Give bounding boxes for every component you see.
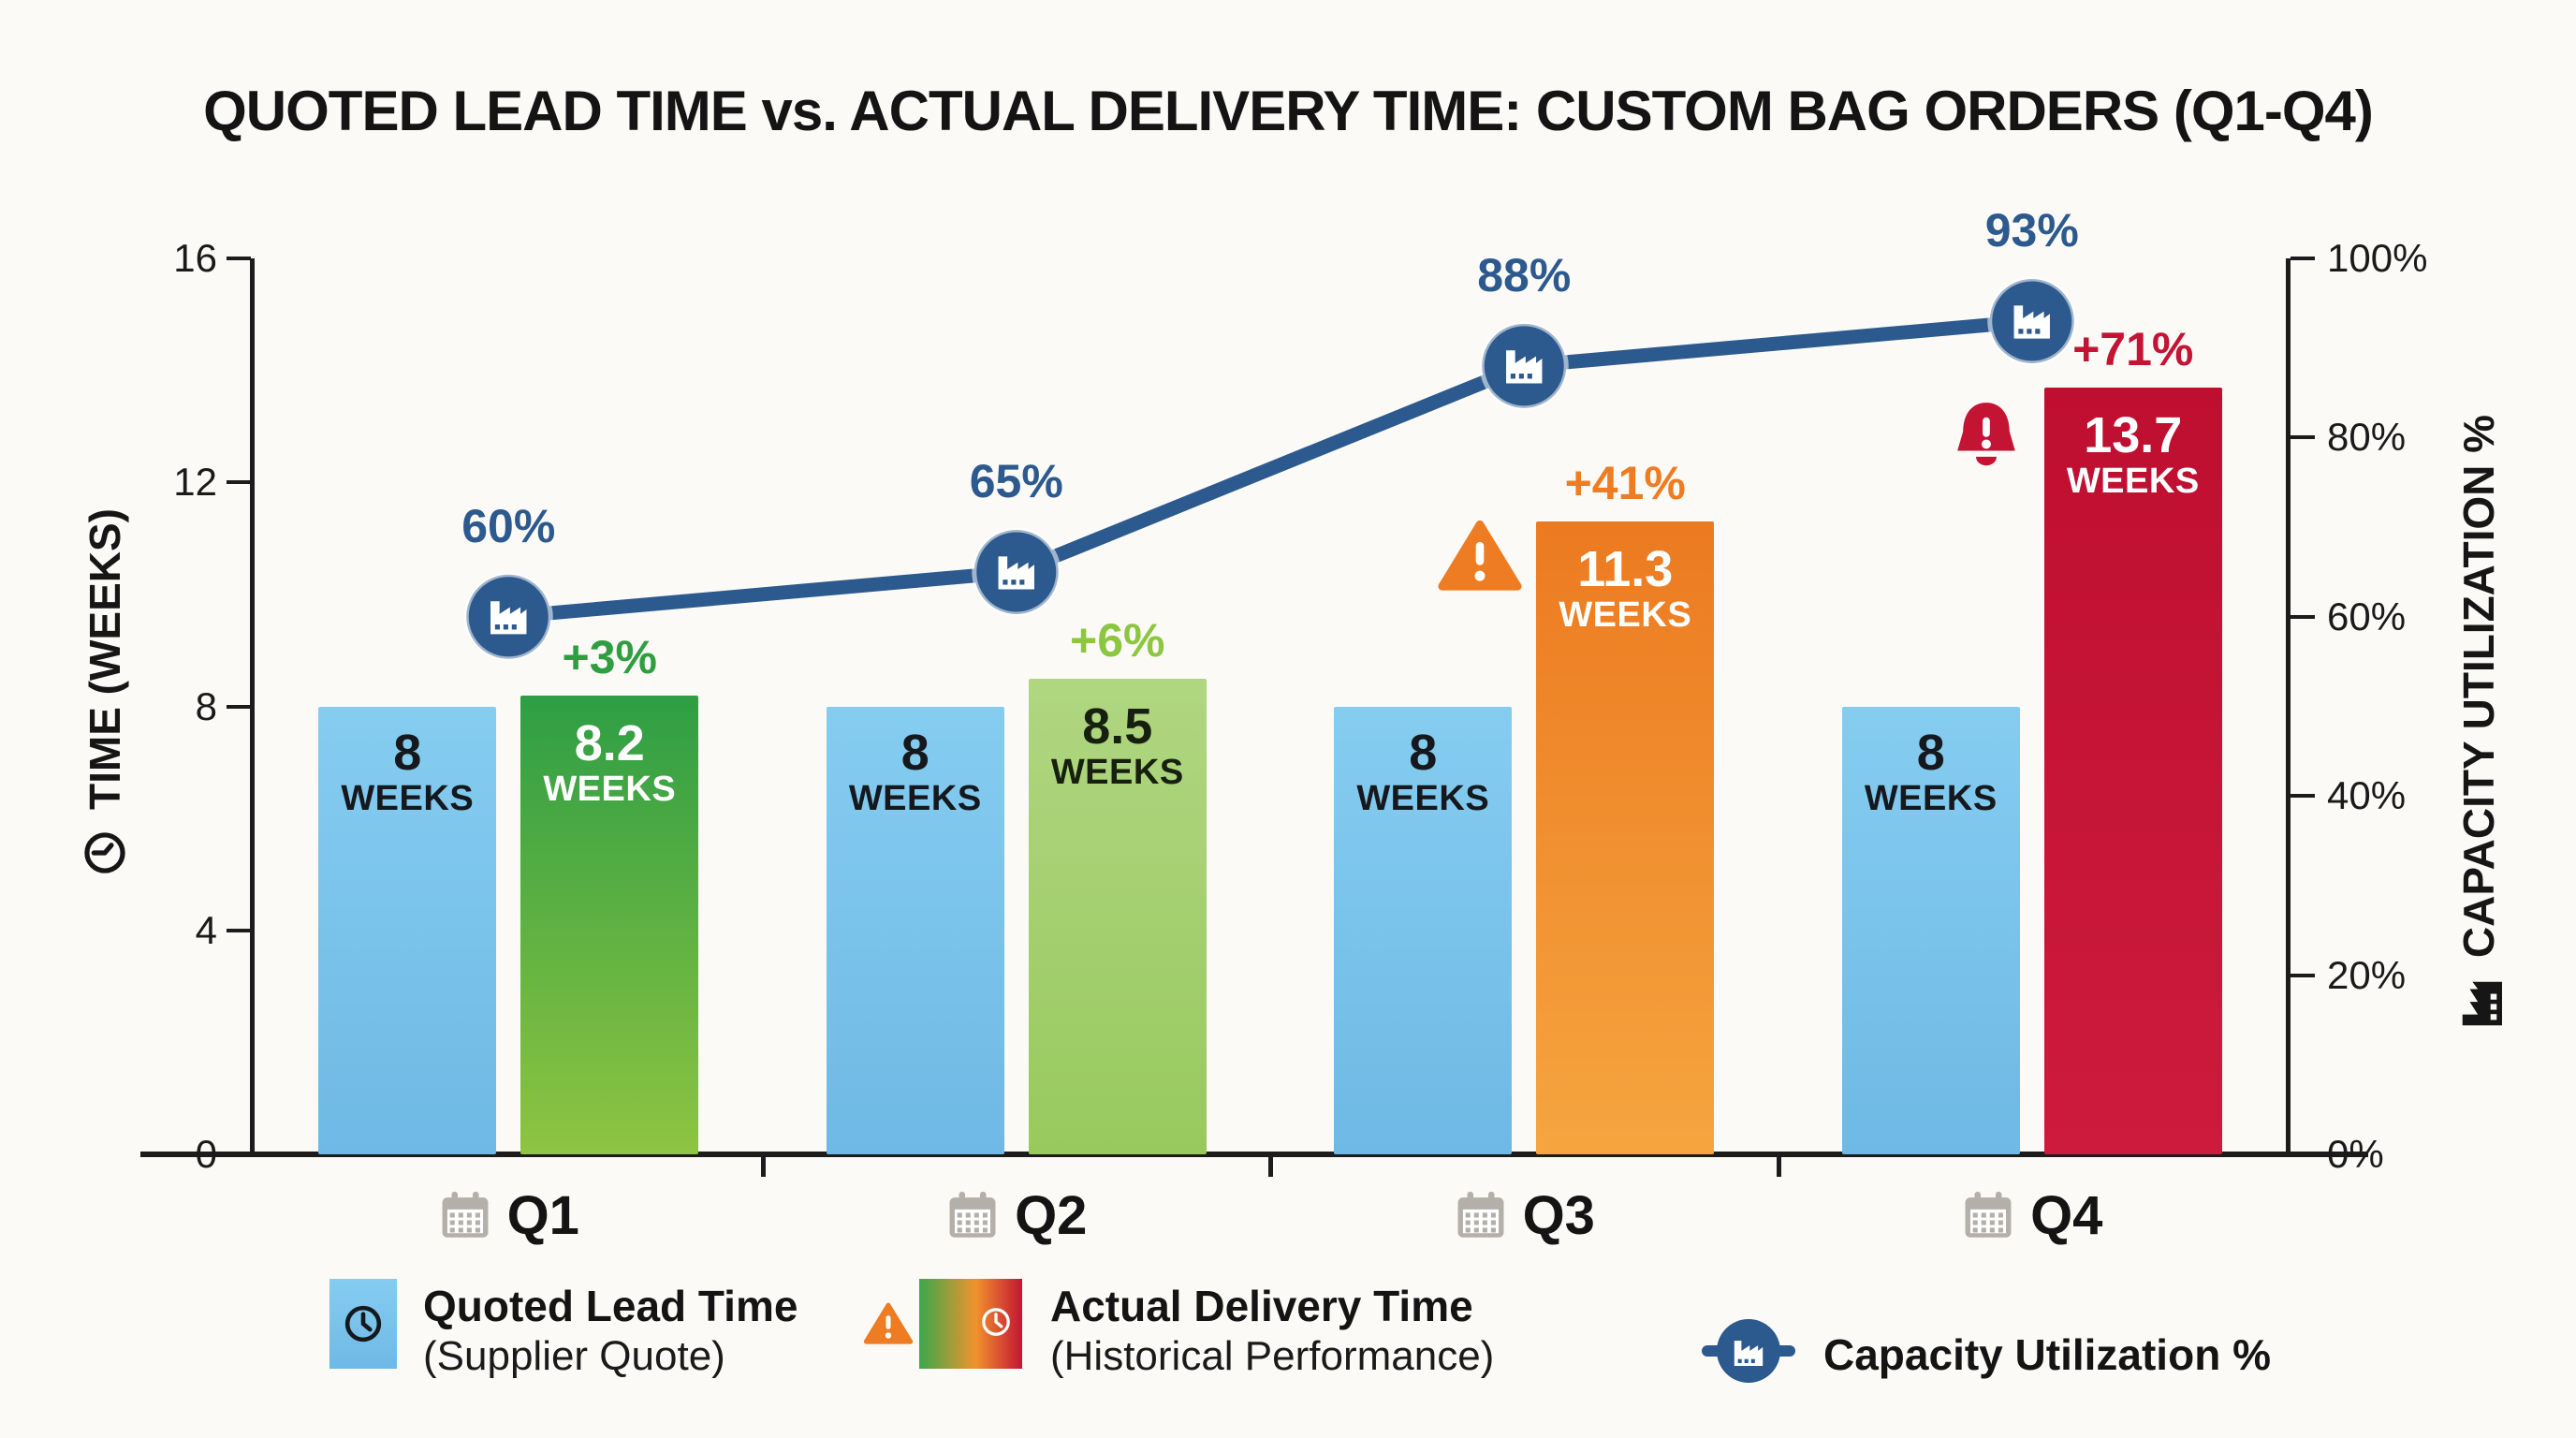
y-axis-right-tick-label: 40% bbox=[2327, 773, 2407, 818]
category-label-text: Q2 bbox=[1015, 1185, 1088, 1246]
clock-icon bbox=[342, 1302, 385, 1345]
y-axis-right-tick-label: 20% bbox=[2327, 952, 2407, 997]
right-axis-title: CAPACITY UTILIZATION % bbox=[2439, 367, 2518, 1078]
calendar-icon bbox=[945, 1190, 1000, 1240]
y-axis-left-tick-label: 0 bbox=[195, 1132, 217, 1176]
y-axis-right-tick-label: 80% bbox=[2327, 415, 2407, 460]
utilization-point-label: 60% bbox=[461, 499, 556, 552]
left-axis-title: TIME (WEEKS) bbox=[67, 431, 142, 955]
y-axis-right-tick-label: 0% bbox=[2327, 1132, 2384, 1176]
y-axis-right-tick-label: 100% bbox=[2327, 236, 2428, 280]
actual-bar-value-label: 13.7 WEEKS bbox=[2066, 406, 2200, 501]
y-axis-left bbox=[250, 258, 255, 1154]
left-axis-title-text: TIME (WEEKS) bbox=[80, 508, 129, 810]
y-axis-left-tick bbox=[227, 480, 251, 485]
legend-quoted-label: Quoted Lead Time (Supplier Quote) bbox=[423, 1281, 798, 1382]
clock-icon bbox=[80, 829, 129, 877]
category-label-text: Q1 bbox=[506, 1185, 579, 1246]
actual-bar bbox=[1028, 678, 1207, 1154]
actual-bar bbox=[520, 695, 699, 1154]
y-axis-right bbox=[2286, 258, 2291, 1154]
category-label: Q2 bbox=[867, 1184, 1166, 1247]
y-axis-left-tick bbox=[227, 257, 251, 260]
legend-utilization-title: Capacity Utilization % bbox=[1823, 1330, 2271, 1379]
legend-quoted-subtitle: (Supplier Quote) bbox=[423, 1333, 725, 1380]
y-axis-right-tick-label: 60% bbox=[2327, 594, 2407, 638]
quoted-bar-value-label: 8 WEEKS bbox=[848, 724, 982, 818]
y-axis-left-tick bbox=[227, 704, 251, 709]
y-axis-right-tick bbox=[2291, 794, 2315, 799]
quoted-bar bbox=[1841, 706, 2020, 1154]
legend-utilization-marker bbox=[1717, 1319, 1780, 1383]
category-label: Q4 bbox=[1882, 1184, 2182, 1247]
x-axis-quarter-tick bbox=[1776, 1154, 1781, 1177]
calendar-icon bbox=[438, 1190, 492, 1240]
actual-bar-value-label: 8.5 WEEKS bbox=[1050, 697, 1184, 792]
legend-actual-subtitle: (Historical Performance) bbox=[1050, 1333, 1495, 1380]
quoted-bar-value-label: 8 WEEKS bbox=[1356, 724, 1490, 818]
chart-title: QUOTED LEAD TIME vs. ACTUAL DELIVERY TIM… bbox=[203, 80, 2374, 142]
legend-actual-swatch bbox=[919, 1279, 1022, 1369]
y-axis-left-tick-label: 8 bbox=[195, 683, 217, 728]
utilization-point-label: 93% bbox=[1984, 203, 2079, 257]
utilization-point-label: 65% bbox=[969, 454, 1063, 507]
y-axis-right-tick bbox=[2291, 257, 2315, 260]
warning-triangle-icon bbox=[863, 1301, 914, 1350]
y-axis-left-tick bbox=[227, 928, 251, 932]
actual-bar bbox=[1536, 521, 1715, 1154]
category-label-text: Q4 bbox=[2030, 1185, 2103, 1246]
warning-triangle-icon bbox=[1437, 518, 1523, 598]
right-axis-title-text: CAPACITY UTILIZATION % bbox=[2454, 414, 2503, 959]
quoted-bar-value-label: 8 WEEKS bbox=[341, 724, 475, 818]
legend-actual-label: Actual Delivery Time (Historical Perform… bbox=[1050, 1281, 1494, 1382]
x-axis-baseline bbox=[140, 1152, 2368, 1157]
legend-utilization-label: Capacity Utilization % bbox=[1823, 1329, 2271, 1381]
category-label: Q1 bbox=[359, 1184, 658, 1247]
legend-quoted-title: Quoted Lead Time bbox=[423, 1282, 798, 1330]
factory-icon bbox=[2455, 976, 2503, 1031]
actual-bar bbox=[2043, 387, 2222, 1154]
actual-delta-label: +6% bbox=[1070, 613, 1165, 667]
calendar-icon bbox=[1454, 1190, 1508, 1240]
y-axis-right-tick bbox=[2291, 614, 2315, 619]
y-axis-right-tick bbox=[2291, 435, 2315, 440]
calendar-icon bbox=[1961, 1190, 2015, 1240]
y-axis-left-tick-label: 12 bbox=[173, 460, 217, 505]
category-label: Q3 bbox=[1374, 1184, 1674, 1247]
utilization-point-label: 88% bbox=[1477, 248, 1572, 301]
actual-delta-label: +41% bbox=[1564, 457, 1686, 510]
quoted-bar bbox=[826, 706, 1004, 1154]
legend-quoted-swatch bbox=[329, 1279, 397, 1369]
actual-bar-value-label: 8.2 WEEKS bbox=[543, 714, 677, 809]
actual-bar-value-label: 11.3 WEEKS bbox=[1559, 541, 1692, 636]
quoted-bar bbox=[1334, 706, 1513, 1154]
quoted-bar-value-label: 8 WEEKS bbox=[1864, 724, 1998, 818]
y-axis-left-tick-label: 16 bbox=[173, 236, 217, 280]
y-axis-right-tick bbox=[2291, 973, 2315, 977]
y-axis-left-tick-label: 4 bbox=[195, 907, 217, 952]
quoted-bar bbox=[318, 706, 497, 1154]
actual-delta-label: +71% bbox=[2072, 322, 2194, 375]
category-label-text: Q3 bbox=[1522, 1185, 1595, 1246]
factory-icon bbox=[1731, 1336, 1766, 1367]
legend-actual-title: Actual Delivery Time bbox=[1050, 1282, 1473, 1330]
actual-delta-label: +3% bbox=[562, 630, 657, 683]
alert-bell-icon bbox=[1945, 399, 2027, 481]
x-axis-quarter-tick bbox=[1268, 1154, 1273, 1177]
clock-icon bbox=[979, 1305, 1013, 1339]
x-axis-quarter-tick bbox=[760, 1154, 766, 1177]
